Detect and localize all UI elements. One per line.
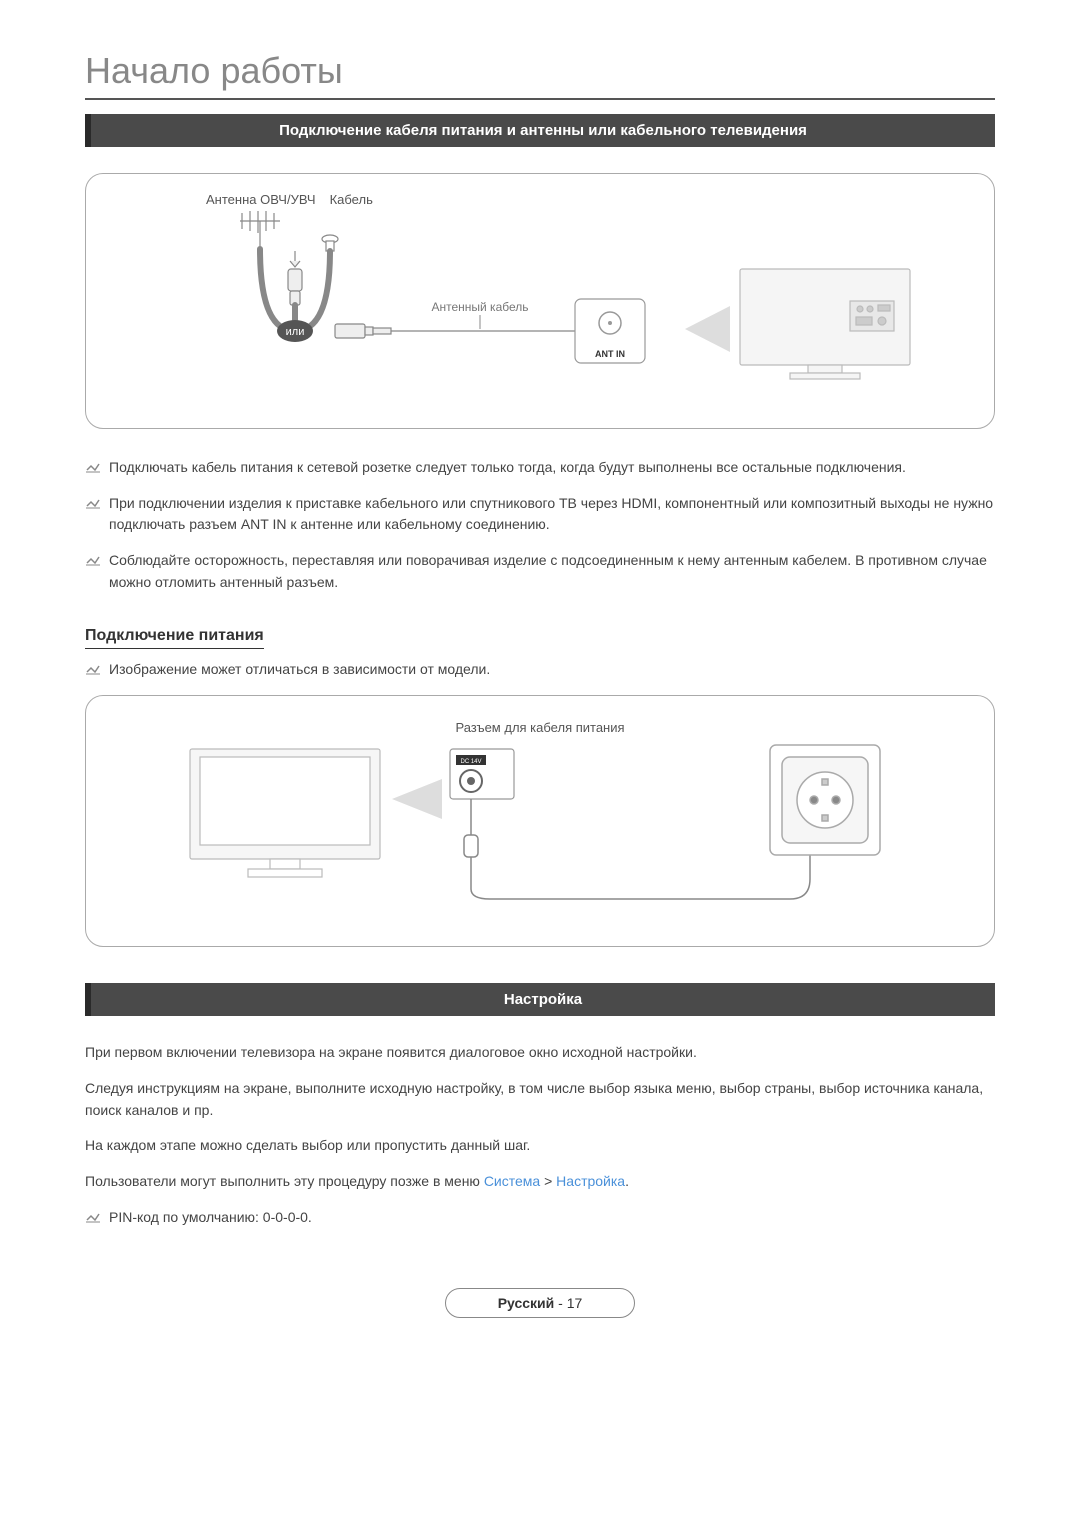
diagram-label-antin: ANT IN — [595, 349, 625, 359]
note-item: PIN-код по умолчанию: 0-0-0-0. — [85, 1207, 995, 1229]
page-footer-badge: Русский - 17 — [445, 1288, 635, 1318]
diagram-label-cable: Кабель — [330, 192, 373, 207]
section1-notes: Подключать кабель питания к сетевой розе… — [85, 457, 995, 593]
footer-language: Русский — [498, 1295, 555, 1311]
menu-suffix: . — [625, 1173, 629, 1189]
menu-sep: > — [540, 1173, 556, 1189]
note-icon — [85, 495, 101, 511]
note-text: При подключении изделия к приставке кабе… — [109, 493, 995, 536]
note-text: Соблюдайте осторожность, переставляя или… — [109, 550, 995, 593]
setup-paragraph: Следуя инструкциям на экране, выполните … — [85, 1078, 995, 1121]
note-text: PIN-код по умолчанию: 0-0-0-0. — [109, 1207, 312, 1229]
menu-sentence-prefix: Пользователи могут выполнить эту процеду… — [85, 1173, 484, 1189]
page-title: Начало работы — [85, 50, 995, 100]
diagram-label-antenna: Антенна ОВЧ/УВЧ — [206, 192, 316, 207]
note-item: Соблюдайте осторожность, переставляя или… — [85, 550, 995, 593]
setup-menu-sentence: Пользователи могут выполнить эту процеду… — [85, 1171, 995, 1193]
diagram-label-antenna-cable: Антенный кабель — [431, 300, 528, 314]
note-text: Подключать кабель питания к сетевой розе… — [109, 457, 906, 479]
diagram-antenna-connection: Антенна ОВЧ/УВЧ Кабель — [85, 173, 995, 429]
diagram-label-dc: DC 14V — [460, 759, 481, 765]
diagram-power-connection: Разъем для кабеля питания DC 14V — [85, 695, 995, 947]
footer-page-number: 17 — [567, 1295, 583, 1311]
power-diagram-svg: DC 14V — [116, 739, 964, 919]
antenna-diagram-svg: или Антенный кабель ANT IN — [116, 211, 964, 401]
subheading-power: Подключение питания — [85, 627, 264, 649]
note-icon — [85, 661, 101, 677]
section-heading-setup: Настройка — [85, 983, 995, 1016]
setup-paragraph: При первом включении телевизора на экран… — [85, 1042, 995, 1064]
note-item: Изображение может отличаться в зависимос… — [85, 659, 995, 681]
footer-sep: - — [554, 1295, 566, 1311]
note-icon — [85, 1209, 101, 1225]
note-icon — [85, 459, 101, 475]
menu-link-setup[interactable]: Настройка — [556, 1173, 625, 1189]
diagram-label-power-jack: Разъем для кабеля питания — [116, 720, 964, 735]
note-item: При подключении изделия к приставке кабе… — [85, 493, 995, 536]
setup-paragraph: На каждом этапе можно сделать выбор или … — [85, 1135, 995, 1157]
note-text: Изображение может отличаться в зависимос… — [109, 659, 490, 681]
diagram-or-label: или — [286, 326, 305, 338]
note-icon — [85, 552, 101, 568]
note-item: Подключать кабель питания к сетевой розе… — [85, 457, 995, 479]
menu-link-system[interactable]: Система — [484, 1173, 540, 1189]
section-heading-antenna: Подключение кабеля питания и антенны или… — [85, 114, 995, 147]
